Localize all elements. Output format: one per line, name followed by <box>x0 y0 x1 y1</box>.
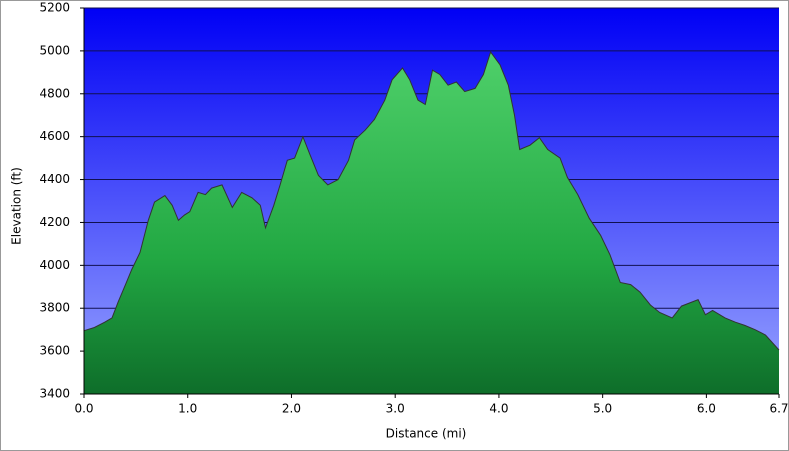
y-tick-label: 4600 <box>39 129 70 143</box>
y-axis-label: Elevation (ft) <box>10 167 24 245</box>
x-tick-label: 6.7 <box>769 402 788 416</box>
y-tick-label: 3600 <box>39 344 70 358</box>
elevation-area <box>84 52 779 394</box>
y-tick-label: 4000 <box>39 258 70 272</box>
x-tick-label: 1.0 <box>178 402 197 416</box>
y-tick-label: 3400 <box>39 387 70 401</box>
y-tick-label: 4800 <box>39 86 70 100</box>
x-tick-label: 6.0 <box>697 402 716 416</box>
y-tick-label: 3800 <box>39 301 70 315</box>
y-tick-label: 4400 <box>39 172 70 186</box>
y-tick-label: 4200 <box>39 215 70 229</box>
x-tick-label: 4.0 <box>489 402 508 416</box>
x-tick-label: 5.0 <box>593 402 612 416</box>
x-tick-label: 3.0 <box>386 402 405 416</box>
x-tick-label: 2.0 <box>282 402 301 416</box>
y-tick-label: 5000 <box>39 43 70 57</box>
x-axis-label: Distance (mi) <box>386 427 467 441</box>
y-tick-label: 5200 <box>39 1 70 15</box>
elevation-line <box>83 50 780 351</box>
x-tick-label: 0.0 <box>74 402 93 416</box>
